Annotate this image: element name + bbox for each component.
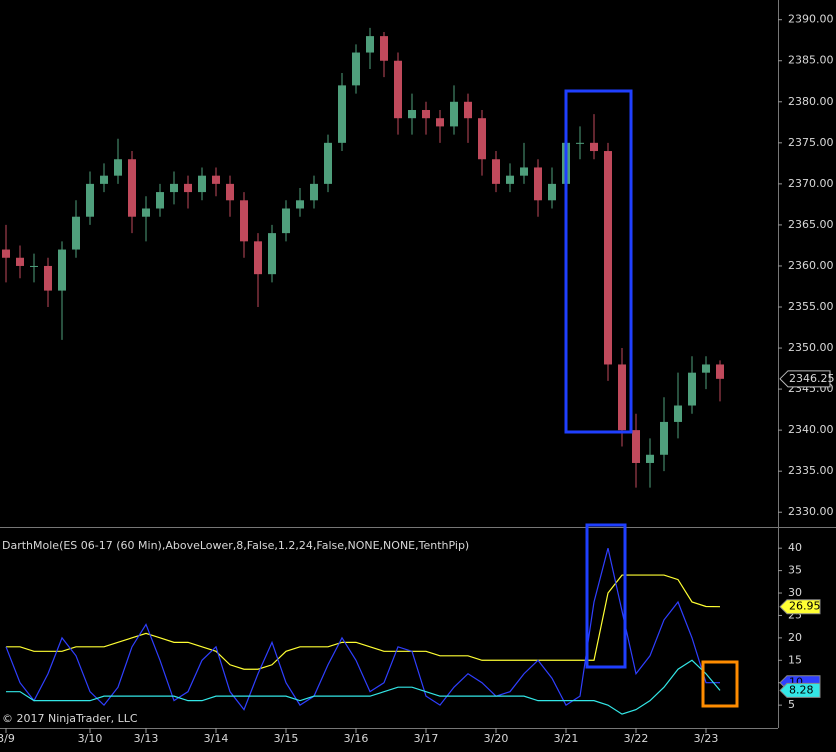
candle-body <box>394 60 402 119</box>
candle-body <box>534 167 542 201</box>
candle-body <box>520 167 528 176</box>
x-tick-label: 3/9 <box>0 732 15 745</box>
candle-body <box>338 85 346 143</box>
candle-body <box>296 200 304 209</box>
candle-body <box>604 151 612 365</box>
candle-body <box>324 142 332 184</box>
last-price-flag <box>779 370 831 388</box>
candle-body <box>674 405 682 422</box>
highlight-box <box>585 523 627 669</box>
candle-body <box>464 101 472 119</box>
candle-body <box>590 142 598 152</box>
candle-body <box>632 430 640 463</box>
highlight-box <box>701 660 739 708</box>
candle-body <box>688 372 696 406</box>
watermark: © 2017 NinjaTrader, LLC <box>2 712 138 725</box>
marks <box>2 27 724 715</box>
indicator-title: DarthMole(ES 06-17 (60 Min),AboveLower,8… <box>2 539 469 552</box>
candle-body <box>16 257 24 266</box>
candle-body <box>72 216 80 250</box>
candle-body <box>366 36 374 53</box>
y-tick-label: 2350.00 <box>788 341 834 354</box>
candle-body <box>702 364 710 373</box>
candle-body <box>254 241 262 275</box>
y-tick-label: 20 <box>788 631 802 644</box>
y-tick-label: 2370.00 <box>788 177 834 190</box>
candle-body <box>408 109 416 119</box>
candle-body <box>310 183 318 201</box>
candle-body <box>576 142 584 144</box>
candle-body <box>478 118 486 160</box>
y-tick-label: 2375.00 <box>788 136 834 149</box>
y-tick-label: 2390.00 <box>788 13 834 26</box>
indicator-line <box>6 574 721 670</box>
y-tick-label: 2385.00 <box>788 54 834 67</box>
candle-body <box>226 183 234 201</box>
y-tick-label: 2340.00 <box>788 423 834 436</box>
candle-body <box>114 159 122 176</box>
y-tick-label: 2360.00 <box>788 259 834 272</box>
candle-body <box>660 421 668 455</box>
candle-body <box>58 249 66 291</box>
x-tick-label: 3/16 <box>344 732 369 745</box>
y-tick-label: 5 <box>788 698 795 711</box>
candle-body <box>30 265 38 267</box>
last-value-label-flag <box>779 599 821 615</box>
candle-body <box>548 183 556 201</box>
candle-body <box>156 192 164 209</box>
candle-body <box>86 183 94 217</box>
x-tick-label: 3/17 <box>414 732 439 745</box>
x-tick-label: 3/13 <box>134 732 159 745</box>
indicator-line <box>6 659 721 715</box>
candle-body <box>184 183 192 193</box>
y-tick-label: 2355.00 <box>788 300 834 313</box>
last-value-label-flag <box>779 682 821 698</box>
candle-body <box>716 364 724 379</box>
indicator-line <box>5 548 720 711</box>
y-tick-label: 35 <box>788 564 802 577</box>
x-tick-label: 3/15 <box>274 732 299 745</box>
candle-body <box>492 159 500 184</box>
candle-body <box>240 200 248 242</box>
candle-body <box>422 109 430 119</box>
candle-body <box>618 364 626 431</box>
y-tick-label: 2335.00 <box>788 464 834 477</box>
y-tick-label: 15 <box>788 653 802 666</box>
candle-body <box>128 159 136 217</box>
candle-body <box>142 208 150 217</box>
last-value-label: 8.28 <box>789 683 814 696</box>
x-tick-label: 3/20 <box>484 732 509 745</box>
x-tick-label: 3/14 <box>204 732 229 745</box>
y-tick-label: 2365.00 <box>788 218 834 231</box>
last-value-label: 26.95 <box>789 600 821 613</box>
candle-body <box>450 101 458 127</box>
y-tick-label: 2380.00 <box>788 95 834 108</box>
x-tick-label: 3/23 <box>694 732 719 745</box>
x-tick-label: 3/22 <box>624 732 649 745</box>
candle-body <box>198 175 206 193</box>
candle-body <box>170 183 178 193</box>
candle-body <box>2 249 10 258</box>
candle-body <box>44 265 52 291</box>
x-tick-label: 3/10 <box>78 732 103 745</box>
candle-body <box>380 36 388 61</box>
candle-body <box>436 118 444 127</box>
x-tick-label: 3/21 <box>554 732 579 745</box>
candle-body <box>352 52 360 86</box>
y-tick-label: 2330.00 <box>788 505 834 518</box>
candle-body <box>646 454 654 463</box>
y-tick-label: 40 <box>788 541 802 554</box>
candle-body <box>212 175 220 184</box>
candle-body <box>506 175 514 184</box>
candle-body <box>100 175 108 184</box>
y-tick-label: 30 <box>788 586 802 599</box>
highlight-box <box>564 89 633 434</box>
candle-body <box>282 208 290 234</box>
last-price-label: 2346.25 <box>789 372 835 385</box>
candle-body <box>268 233 276 275</box>
